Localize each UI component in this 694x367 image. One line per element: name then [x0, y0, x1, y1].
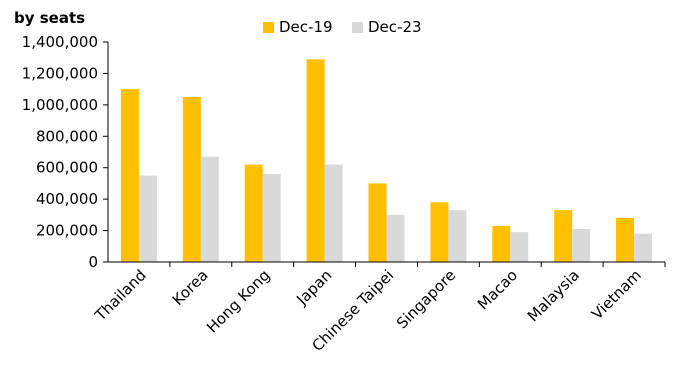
x-tick-label: Singapore	[393, 266, 459, 332]
unit-label: by seats	[14, 9, 85, 27]
bar-dec-23-macao	[510, 232, 529, 262]
y-tick-label: 0	[88, 253, 98, 271]
bar-dec-23-hong-kong	[262, 174, 281, 262]
x-tick-label: Japan	[292, 266, 335, 309]
x-tick-label: Vietnam	[588, 266, 645, 323]
bar-dec-23-korea	[200, 156, 219, 262]
y-tick-label: 600,000	[36, 159, 98, 177]
bar-dec-19-singapore	[430, 202, 449, 262]
y-tick-label: 800,000	[36, 127, 98, 145]
bar-dec-23-vietnam	[634, 233, 653, 262]
x-tick-label: Hong Kong	[203, 266, 273, 336]
bar-dec-23-japan	[324, 164, 343, 262]
y-axis: 0 200,000 400,000 600,000 800,000 1,000,000 1,…	[22, 33, 109, 271]
bar-dec-19-japan	[306, 59, 325, 263]
bar-dec-19-korea	[182, 97, 201, 262]
y-tick-label: 400,000	[36, 190, 98, 208]
x-tick-label: Thailand	[91, 266, 150, 325]
y-tick-label: 1,000,000	[22, 96, 98, 114]
bar-dec-23-thailand	[138, 175, 157, 262]
y-tick-label: 200,000	[36, 222, 98, 240]
bar-dec-19-macao	[492, 225, 511, 262]
x-tick-label: Korea	[169, 266, 212, 309]
bars	[120, 59, 653, 263]
legend-swatch-dec-19	[263, 22, 274, 33]
legend: Dec-19 Dec-23	[263, 18, 422, 36]
x-tick-label: Macao	[474, 266, 521, 313]
legend-label-dec-23: Dec-23	[368, 18, 422, 36]
y-tick-label: 1,200,000	[22, 64, 98, 82]
bar-dec-23-malaysia	[572, 229, 591, 262]
bar-dec-19-thailand	[120, 89, 139, 263]
y-tick-label: 1,400,000	[22, 33, 98, 51]
legend-label-dec-19: Dec-19	[279, 18, 333, 36]
bar-dec-19-malaysia	[554, 210, 573, 262]
bar-dec-19-hong-kong	[244, 164, 263, 262]
legend-swatch-dec-23	[352, 22, 363, 33]
bar-dec-19-chinese-taipei	[368, 183, 387, 262]
bar-dec-23-singapore	[448, 210, 467, 262]
bar-dec-19-vietnam	[616, 218, 635, 262]
bar-dec-23-chinese-taipei	[386, 214, 405, 262]
x-tick-label: Malaysia	[524, 266, 583, 325]
